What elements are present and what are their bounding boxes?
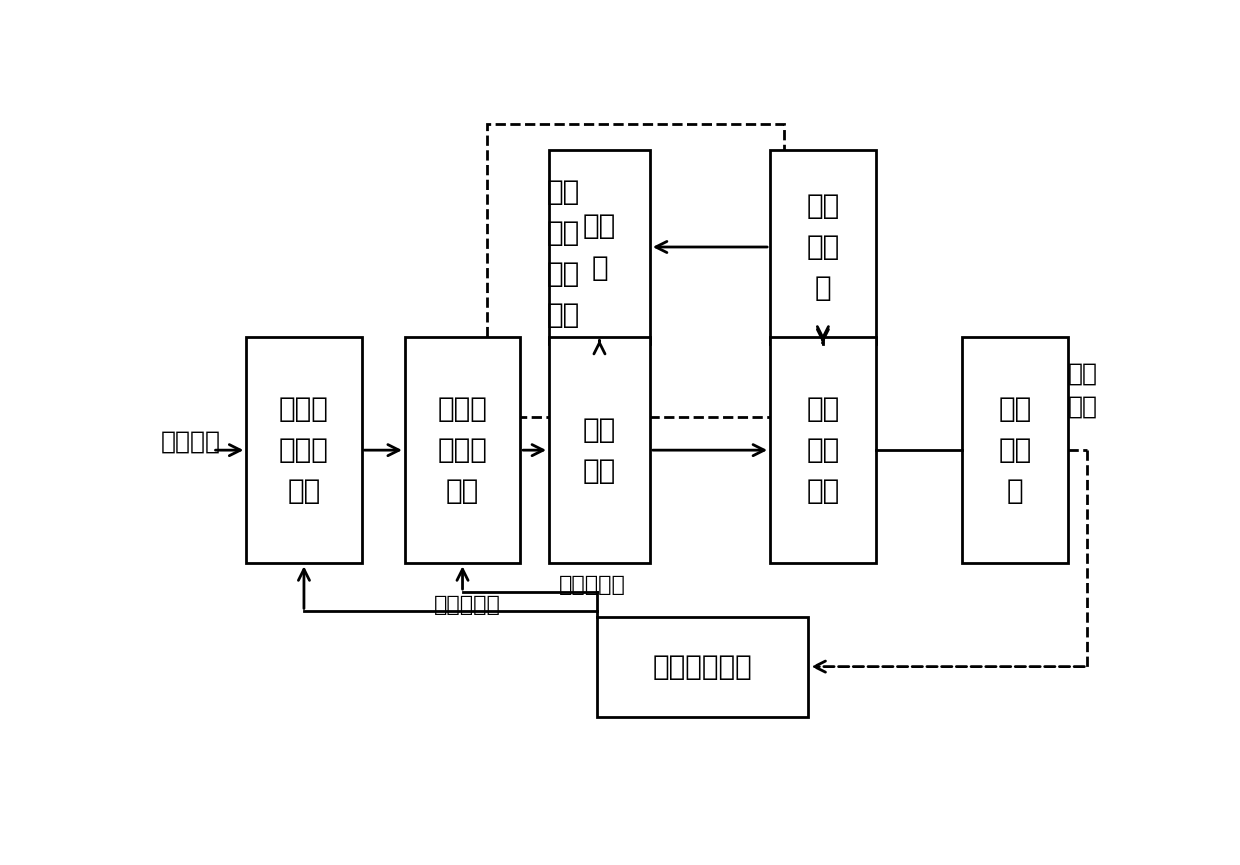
Bar (549, 336, 650, 563)
Text: 位置
传感
器: 位置 传感 器 (806, 192, 839, 302)
Bar (549, 151, 650, 343)
Text: 编码
器: 编码 器 (583, 213, 616, 282)
Bar (770, 151, 875, 343)
Text: 无刷
直流
电机: 无刷 直流 电机 (806, 395, 839, 505)
Bar (404, 336, 521, 563)
Bar (486, 124, 785, 417)
Text: 负载
摄像
头: 负载 摄像 头 (998, 395, 1032, 505)
Bar (596, 617, 808, 716)
Text: 角位移反馈: 角位移反馈 (434, 595, 501, 615)
Text: 驱动
电桥: 驱动 电桥 (583, 415, 616, 484)
Bar (247, 336, 362, 563)
Text: 角速度反馈: 角速度反馈 (558, 574, 625, 595)
Text: 实际
转角: 实际 转角 (1068, 362, 1097, 419)
Text: 执行
机构
控制
单元: 执行 机构 控制 单元 (547, 178, 580, 330)
Bar (770, 336, 875, 563)
Text: 目标转角: 目标转角 (160, 430, 221, 453)
Text: 角速度
环控制
单元: 角速度 环控制 单元 (438, 395, 487, 505)
Bar (962, 336, 1068, 563)
Text: 角位移
环控制
单元: 角位移 环控制 单元 (279, 395, 329, 505)
Text: 惯性测量单元: 惯性测量单元 (653, 652, 753, 681)
